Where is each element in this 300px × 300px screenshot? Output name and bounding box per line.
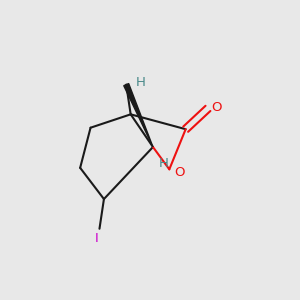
Text: H: H [158, 157, 168, 170]
Text: H: H [136, 76, 146, 89]
Text: O: O [212, 101, 222, 114]
Text: I: I [94, 232, 98, 245]
Text: O: O [175, 166, 185, 179]
Polygon shape [124, 84, 153, 147]
